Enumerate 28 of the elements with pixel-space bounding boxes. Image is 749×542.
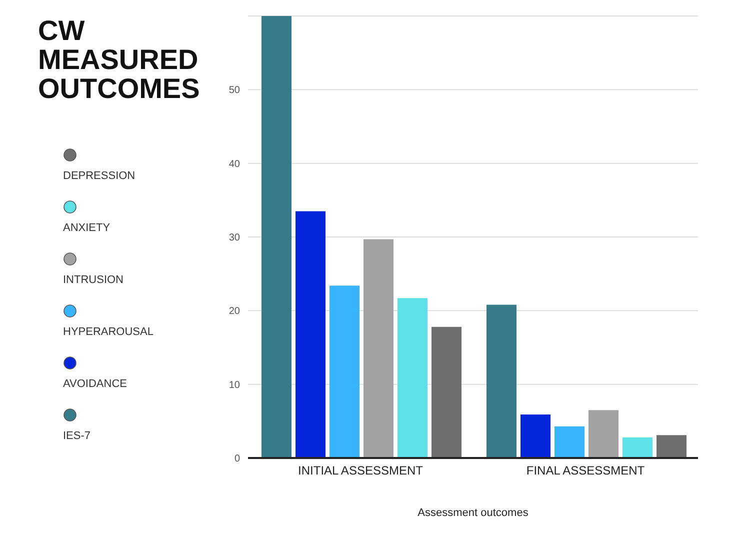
y-tick-label: 50 <box>228 85 240 96</box>
bar <box>432 326 462 458</box>
legend-label: AVOIDANCE <box>63 378 128 390</box>
y-tick-label: 40 <box>228 158 240 170</box>
bar <box>622 437 652 458</box>
bar <box>588 410 618 458</box>
bar <box>656 435 686 458</box>
bar <box>554 426 584 458</box>
x-tick-label: INITIAL ASSESSMENT <box>298 464 424 478</box>
bar <box>364 239 394 458</box>
legend-label: INTRUSION <box>63 274 124 286</box>
text: CW MEASURED OUTCOMES <box>38 15 200 104</box>
y-tick-label: 10 <box>228 380 240 391</box>
bar <box>398 298 428 458</box>
legend-label: HYPERAROUSAL <box>63 326 154 338</box>
legend-label: DEPRESSION <box>63 170 136 182</box>
bar <box>486 304 516 458</box>
x-axis-title: Assessment outcomes <box>418 507 529 519</box>
bar <box>520 414 550 458</box>
bar <box>296 211 326 458</box>
y-tick-label: 30 <box>228 232 240 244</box>
bar <box>330 286 360 458</box>
x-tick-label: FINAL ASSESSMENT <box>526 464 646 478</box>
y-tick-label: 0 <box>234 454 240 465</box>
legend-label: IES-7 <box>63 430 92 442</box>
y-tick-label: 20 <box>228 306 240 318</box>
bar <box>262 16 292 458</box>
legend-label: ANXIETY <box>63 222 112 234</box>
